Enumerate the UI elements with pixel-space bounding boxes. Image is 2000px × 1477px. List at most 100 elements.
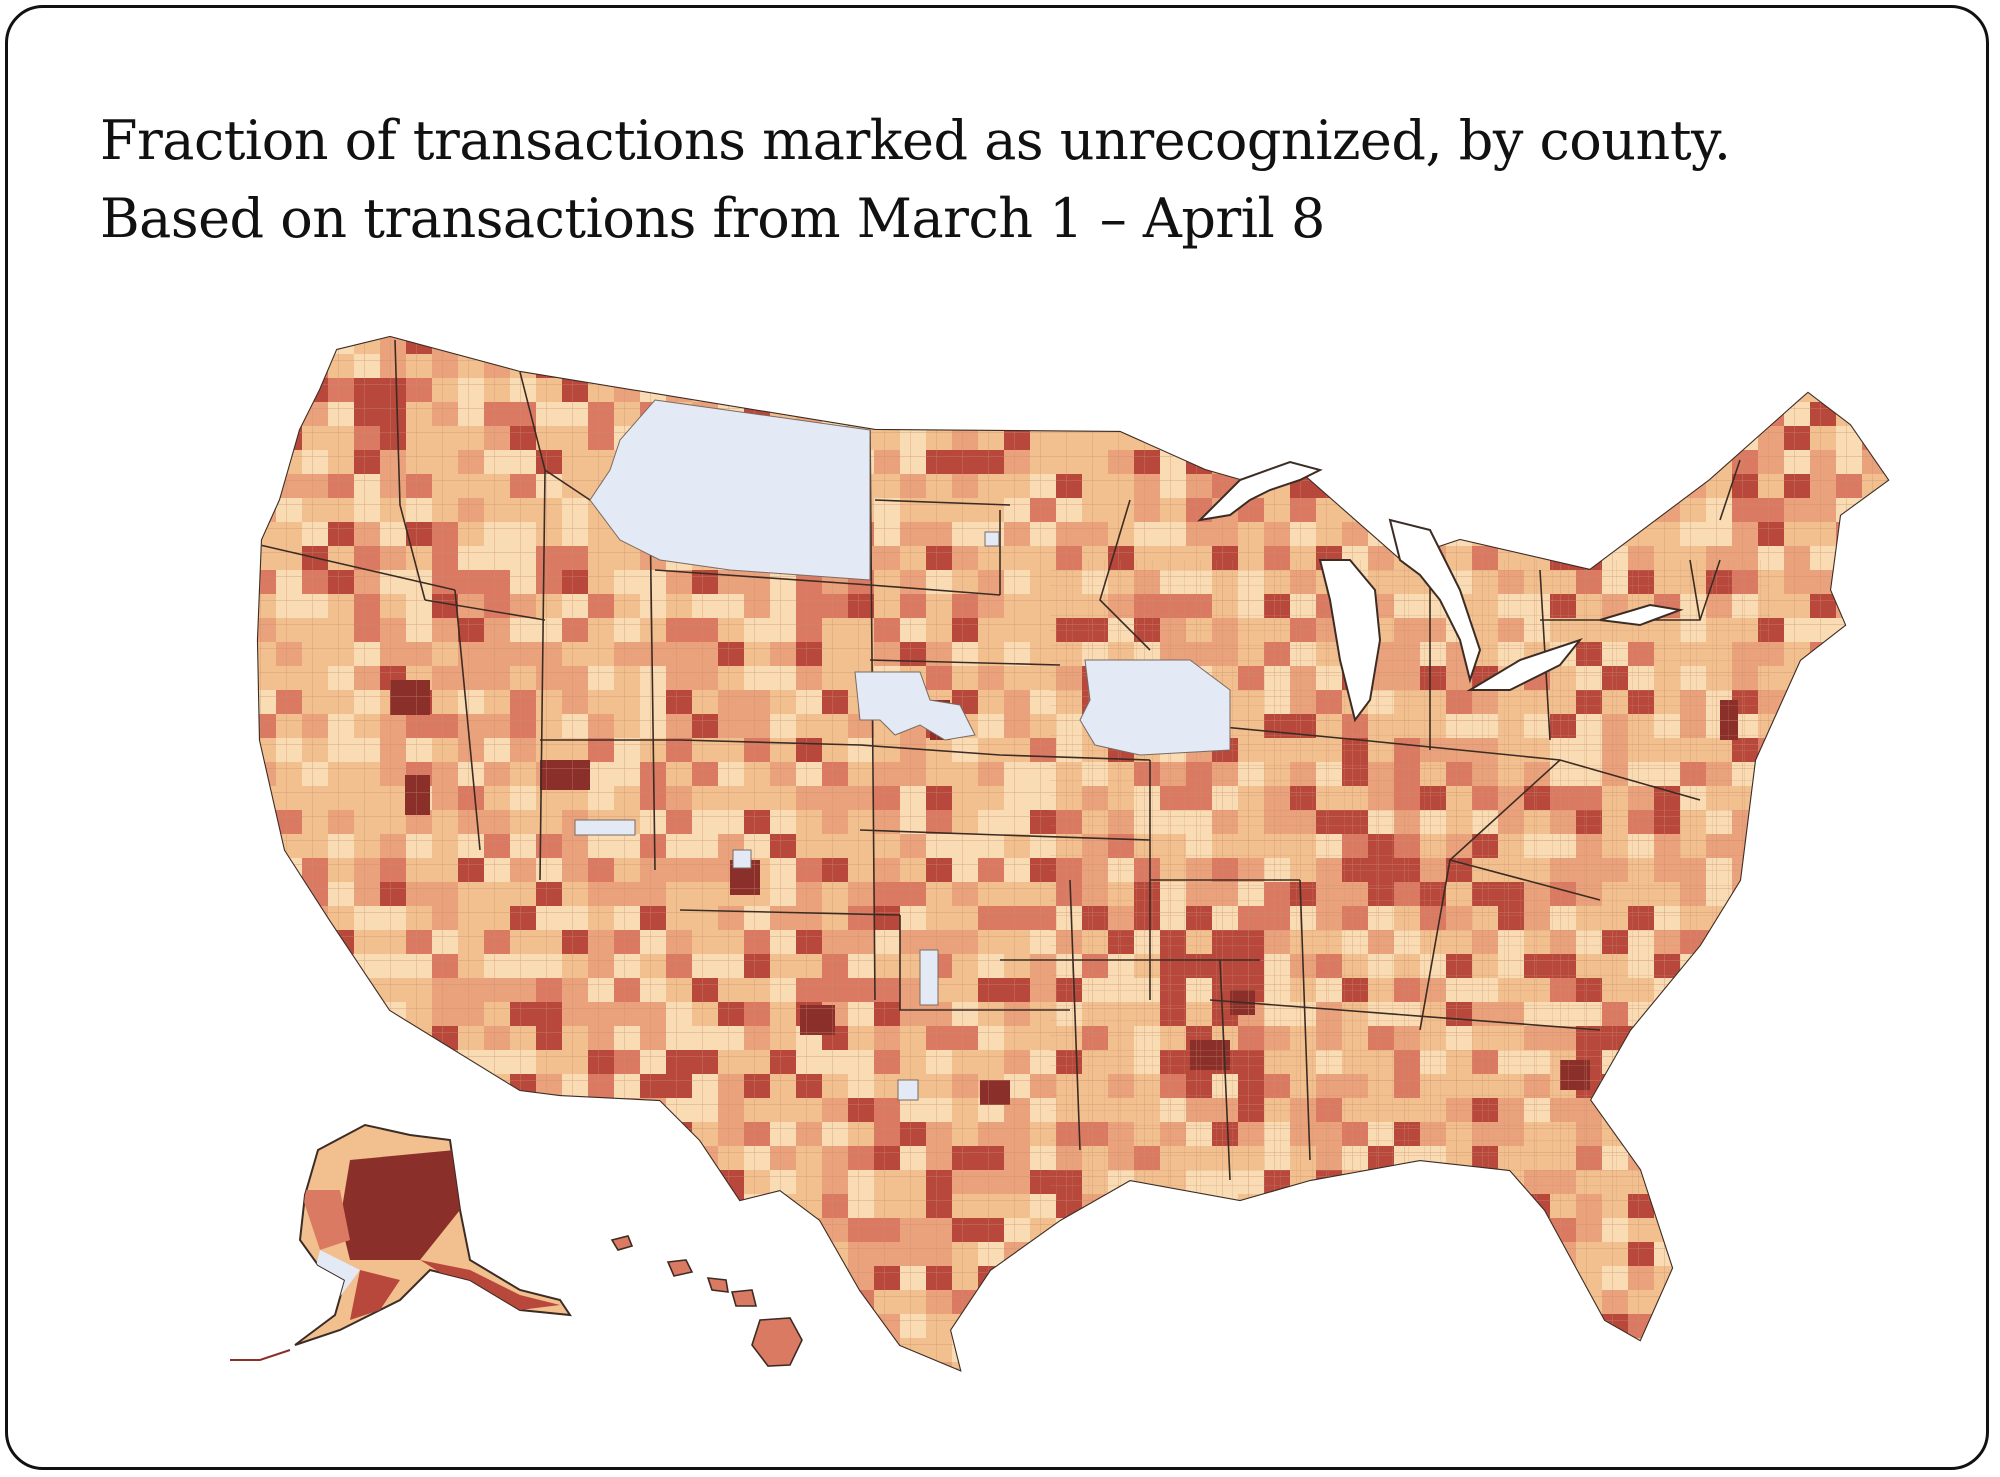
- county-cell: [1654, 474, 1680, 498]
- county-cell: [1654, 1146, 1680, 1170]
- county-cell: [1342, 354, 1368, 378]
- county-cell: [276, 882, 302, 906]
- county-cell: [666, 337, 692, 354]
- county-cell: [640, 1362, 666, 1370]
- county-cell: [1836, 1170, 1862, 1194]
- county-cell: [1472, 1170, 1498, 1194]
- county-cell: [1550, 1362, 1576, 1370]
- county-cell: [1498, 426, 1524, 450]
- county-cell: [900, 354, 926, 378]
- county-cell: [1056, 1338, 1082, 1362]
- county-cell: [1342, 1338, 1368, 1362]
- county-cell: [1290, 1290, 1316, 1314]
- county-cell: [432, 1314, 458, 1338]
- county-cell: [328, 978, 354, 1002]
- county-cell: [1888, 714, 1914, 738]
- county-cell: [1862, 834, 1888, 858]
- county-cell: [484, 1242, 510, 1266]
- county-cell: [640, 1266, 666, 1290]
- county-cell: [1472, 1242, 1498, 1266]
- county-cell: [1446, 474, 1472, 498]
- county-cell: [874, 1362, 900, 1370]
- county-cell: [1342, 474, 1368, 498]
- county-cell: [562, 1146, 588, 1170]
- county-cell: [1758, 1074, 1784, 1098]
- county-cell: [1732, 930, 1758, 954]
- county-cell: [1134, 337, 1160, 354]
- county-cell: [1264, 1314, 1290, 1338]
- county-cell: [1238, 378, 1264, 402]
- county-cell: [1550, 522, 1576, 546]
- county-cell: [952, 402, 978, 426]
- county-cell: [1706, 426, 1732, 450]
- county-cell: [1628, 1122, 1654, 1146]
- county-cell: [1862, 666, 1888, 690]
- county-cell: [1654, 450, 1680, 474]
- county-cell: [640, 1194, 666, 1218]
- county-cell: [1446, 402, 1472, 426]
- county-cell: [258, 834, 276, 858]
- county-cell: [1706, 1146, 1732, 1170]
- county-cell: [1160, 1338, 1186, 1362]
- county-cell: [1888, 1098, 1914, 1122]
- county-cell: [276, 1002, 302, 1026]
- county-cell: [1420, 474, 1446, 498]
- county-cell: [1394, 1266, 1420, 1290]
- county-cell: [978, 1362, 1004, 1370]
- county-cell: [458, 1194, 484, 1218]
- county-cell: [536, 1314, 562, 1338]
- county-cell: [1888, 666, 1914, 690]
- county-cell: [1862, 1194, 1888, 1218]
- county-cell: [1524, 426, 1550, 450]
- county-cell: [1758, 858, 1784, 882]
- county-cell: [1108, 354, 1134, 378]
- county-cell: [276, 1314, 302, 1338]
- county-cell: [328, 1074, 354, 1098]
- county-cell: [1654, 1098, 1680, 1122]
- county-cell: [1056, 354, 1082, 378]
- county-cell: [1888, 570, 1914, 594]
- county-cell: [1680, 1266, 1706, 1290]
- county-cell: [1836, 1314, 1862, 1338]
- county-cell: [1862, 1074, 1888, 1098]
- county-cell: [1576, 337, 1602, 354]
- county-cell: [1680, 354, 1706, 378]
- county-cell: [1628, 402, 1654, 426]
- county-cell: [614, 1194, 640, 1218]
- county-cell: [1784, 1098, 1810, 1122]
- county-cell: [1498, 522, 1524, 546]
- county-cell: [276, 954, 302, 978]
- county-cell: [1888, 858, 1914, 882]
- county-cell: [744, 1242, 770, 1266]
- county-cell: [1186, 378, 1212, 402]
- county-cell: [692, 1338, 718, 1362]
- county-cell: [1498, 402, 1524, 426]
- county-cell: [1394, 1314, 1420, 1338]
- county-cell: [1186, 337, 1212, 354]
- county-cell: [1368, 1170, 1394, 1194]
- county-cell: [1654, 1338, 1680, 1362]
- county-cell: [1550, 337, 1576, 354]
- county-cell: [1758, 1362, 1784, 1370]
- county-cell: [302, 954, 328, 978]
- county-cell: [1784, 930, 1810, 954]
- county-cell: [770, 354, 796, 378]
- county-cell: [1784, 1290, 1810, 1314]
- county-cell: [692, 1362, 718, 1370]
- county-cell: [1888, 738, 1914, 762]
- county-cell: [874, 337, 900, 354]
- county-cell: [1576, 378, 1602, 402]
- county-cell: [1446, 426, 1472, 450]
- county-cell: [1888, 1026, 1914, 1050]
- county-cell: [1888, 354, 1914, 378]
- county-cell: [1888, 1242, 1914, 1266]
- county-cell: [744, 1218, 770, 1242]
- county-cell: [952, 378, 978, 402]
- county-cell: [1758, 1266, 1784, 1290]
- county-cell: [822, 378, 848, 402]
- county-cell: [258, 1242, 276, 1266]
- county-cell: [1056, 1218, 1082, 1242]
- county-cell: [1420, 1194, 1446, 1218]
- county-cell: [588, 1338, 614, 1362]
- county-cell: [302, 978, 328, 1002]
